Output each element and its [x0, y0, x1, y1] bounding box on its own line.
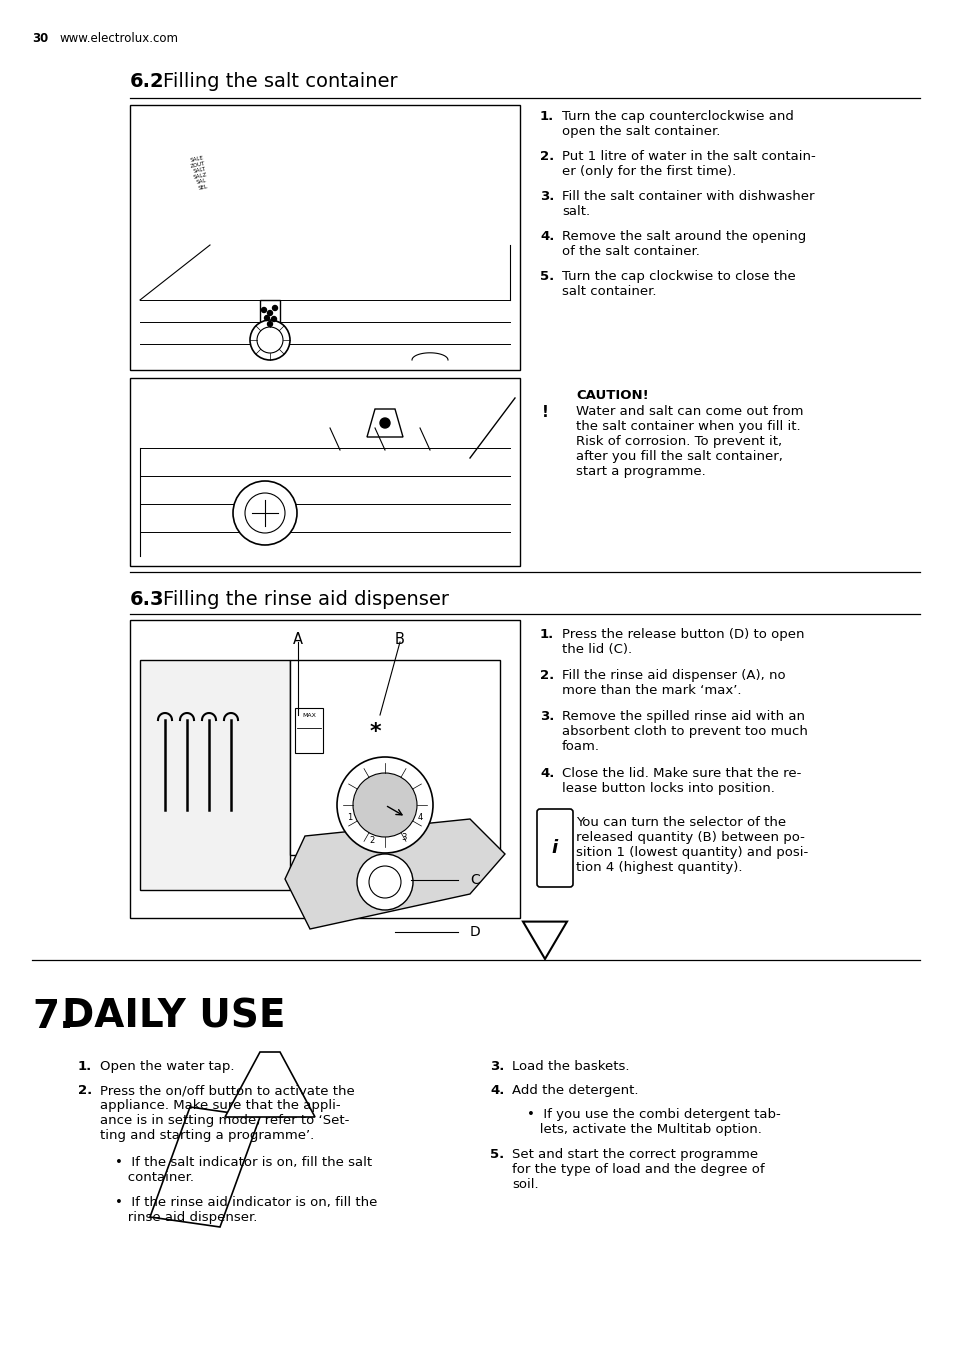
Text: 1.: 1.	[539, 110, 554, 123]
Text: A: A	[293, 631, 303, 648]
Circle shape	[261, 307, 266, 312]
Text: Press the release button (D) to open
the lid (C).: Press the release button (D) to open the…	[561, 627, 803, 656]
Circle shape	[256, 327, 283, 353]
Text: B: B	[395, 631, 404, 648]
Text: 1: 1	[346, 814, 352, 822]
Polygon shape	[367, 410, 402, 437]
Circle shape	[353, 773, 416, 837]
Text: DAILY USE: DAILY USE	[62, 998, 285, 1036]
Text: CAUTION!: CAUTION!	[576, 389, 648, 402]
Bar	[140, 660, 290, 890]
Bar	[290, 660, 499, 854]
Text: •  If you use the combi detergent tab-
   lets, activate the Multitab option.: • If you use the combi detergent tab- le…	[526, 1109, 780, 1136]
Text: 6.2: 6.2	[130, 72, 165, 91]
Circle shape	[369, 867, 400, 898]
Circle shape	[250, 320, 290, 360]
Text: Close the lid. Make sure that the re-
lease button locks into position.: Close the lid. Make sure that the re- le…	[561, 767, 801, 795]
Circle shape	[267, 322, 273, 326]
Text: !: !	[541, 406, 548, 420]
Text: 30: 30	[32, 32, 49, 45]
Text: Load the baskets.: Load the baskets.	[512, 1060, 629, 1073]
Text: 5.: 5.	[490, 1148, 504, 1161]
Text: C: C	[470, 873, 479, 887]
Text: 4.: 4.	[490, 1084, 504, 1096]
Circle shape	[267, 311, 273, 315]
Text: 2.: 2.	[539, 150, 554, 164]
Text: i: i	[552, 840, 558, 857]
Text: 1.: 1.	[78, 1060, 92, 1073]
FancyBboxPatch shape	[537, 808, 573, 887]
Text: *: *	[369, 722, 380, 742]
Circle shape	[336, 757, 433, 853]
Polygon shape	[285, 819, 504, 929]
Text: Fill the rinse aid dispenser (A), no
more than the mark ‘max’.: Fill the rinse aid dispenser (A), no mor…	[561, 669, 785, 698]
Text: 1.: 1.	[539, 627, 554, 641]
Text: Press the on/off button to activate the
appliance. Make sure that the appli-
anc: Press the on/off button to activate the …	[100, 1084, 355, 1142]
Bar	[294, 708, 323, 753]
Text: Water and salt can come out from
the salt container when you fill it.
Risk of co: Water and salt can come out from the sal…	[576, 406, 802, 479]
Text: MAX: MAX	[302, 713, 315, 718]
Bar	[260, 300, 280, 324]
Bar	[130, 379, 519, 566]
Text: You can turn the selector of the
released quantity (B) between po-
sition 1 (low: You can turn the selector of the release…	[576, 817, 807, 873]
Text: 6.3: 6.3	[130, 589, 164, 608]
Text: •  If the rinse aid indicator is on, fill the
   rinse aid dispenser.: • If the rinse aid indicator is on, fill…	[115, 1197, 377, 1224]
Circle shape	[245, 493, 285, 533]
Text: 5.: 5.	[539, 270, 554, 283]
Text: Turn the cap counterclockwise and
open the salt container.: Turn the cap counterclockwise and open t…	[561, 110, 793, 138]
Text: 3.: 3.	[539, 191, 554, 203]
Text: Remove the spilled rinse aid with an
absorbent cloth to prevent too much
foam.: Remove the spilled rinse aid with an abs…	[561, 710, 807, 753]
Polygon shape	[150, 1107, 260, 1228]
Text: Fill the salt container with dishwasher
salt.: Fill the salt container with dishwasher …	[561, 191, 814, 218]
Text: 4: 4	[417, 814, 423, 822]
Text: 2.: 2.	[78, 1084, 92, 1096]
Text: Remove the salt around the opening
of the salt container.: Remove the salt around the opening of th…	[561, 230, 805, 258]
Text: 3.: 3.	[490, 1060, 504, 1073]
Text: SALE
ZOUT
SALT
SALZ
SAL
SEL: SALE ZOUT SALT SALZ SAL SEL	[189, 155, 211, 192]
Circle shape	[273, 306, 277, 311]
Circle shape	[233, 481, 296, 545]
Text: Filling the salt container: Filling the salt container	[163, 72, 397, 91]
Text: 4.: 4.	[539, 230, 554, 243]
Circle shape	[379, 418, 390, 429]
Circle shape	[272, 316, 276, 322]
Text: Put 1 litre of water in the salt contain-
er (only for the first time).: Put 1 litre of water in the salt contain…	[561, 150, 815, 178]
Text: •  If the salt indicator is on, fill the salt
   container.: • If the salt indicator is on, fill the …	[115, 1156, 372, 1184]
Text: Open the water tap.: Open the water tap.	[100, 1060, 234, 1073]
Bar	[130, 105, 519, 370]
Polygon shape	[225, 1052, 314, 1117]
Text: 2: 2	[369, 836, 375, 845]
Text: Filling the rinse aid dispenser: Filling the rinse aid dispenser	[163, 589, 449, 608]
Bar	[130, 621, 519, 918]
Text: D: D	[470, 925, 480, 940]
Text: Turn the cap clockwise to close the
salt container.: Turn the cap clockwise to close the salt…	[561, 270, 795, 297]
Text: www.electrolux.com: www.electrolux.com	[60, 32, 179, 45]
Circle shape	[356, 854, 413, 910]
Text: 4.: 4.	[539, 767, 554, 780]
Circle shape	[264, 315, 269, 320]
Text: Add the detergent.: Add the detergent.	[512, 1084, 638, 1096]
Text: 3: 3	[401, 833, 406, 842]
Text: 3.: 3.	[539, 710, 554, 723]
Text: 7.: 7.	[32, 998, 74, 1036]
Text: 2.: 2.	[539, 669, 554, 681]
Polygon shape	[522, 922, 566, 959]
Text: Set and start the correct programme
for the type of load and the degree of
soil.: Set and start the correct programme for …	[512, 1148, 763, 1191]
